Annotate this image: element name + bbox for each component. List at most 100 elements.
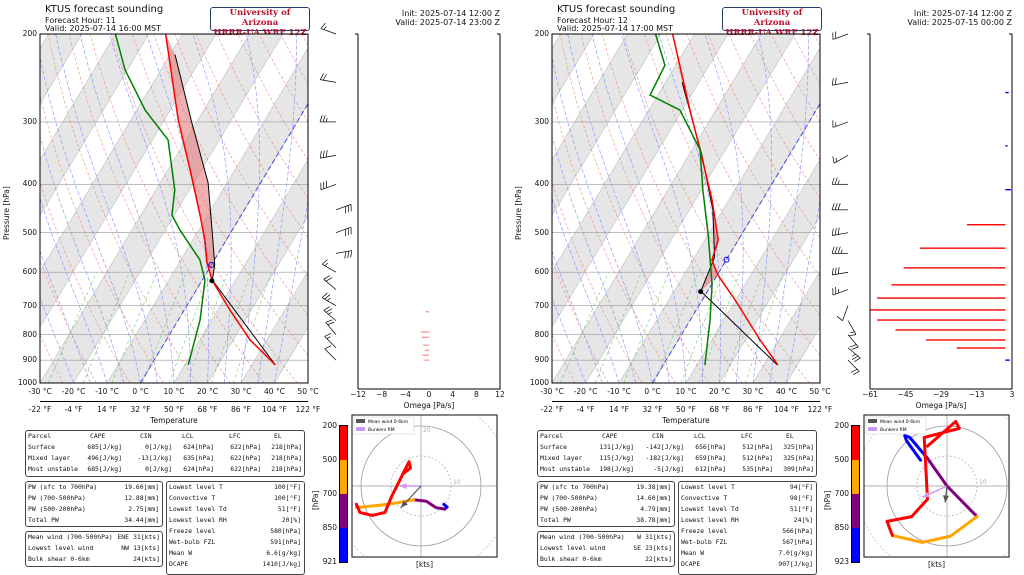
parcel-cell: -142[J/kg] — [645, 443, 684, 451]
pw-label: PW (500-200hPa) — [540, 505, 598, 513]
pw-row: PW (700-500hPa) 12.88[mm] — [26, 493, 162, 504]
parcel-cell: 622[hPa] — [230, 454, 261, 462]
wind-barb — [320, 180, 337, 191]
pressure-tick-label: 700 — [22, 300, 37, 310]
celsius-tick-label: 30 °C — [230, 387, 252, 396]
parcel-cell: 512[hPa] — [742, 443, 773, 451]
pressure-tick-label: 700 — [534, 300, 549, 310]
pw-row: PW (500-200hPa) 2.75[mm] — [26, 504, 162, 515]
freezing-level-marker — [723, 256, 730, 263]
celsius-tick-label: -20 °C — [573, 387, 598, 396]
valid-utc-time: Valid: 2025-07-15 00:00 Z — [907, 18, 1012, 27]
pw-row: Total PW 38.78[mm] — [538, 515, 674, 526]
skewt-plot — [39, 33, 309, 384]
dry-adiabat — [749, 33, 821, 161]
colorbar-segment — [852, 460, 859, 494]
omega-bar — [425, 311, 429, 313]
hodograph-trace — [903, 434, 929, 462]
index-label: Lowest level T — [169, 483, 223, 491]
omega-bar — [1005, 91, 1009, 94]
omega-plot — [355, 33, 501, 390]
parcel-cell: 198[J/kg] — [599, 465, 634, 473]
parcel-cell: LCL — [182, 432, 194, 440]
pw-value: 19.60[mm] — [124, 483, 159, 491]
wind-barb — [832, 287, 849, 296]
celsius-tick-label: 50 °C — [809, 387, 831, 396]
index-label: Freeze level — [169, 527, 216, 535]
omega-bar — [877, 319, 1006, 321]
pw-label: Total PW — [540, 516, 571, 524]
celsius-tick-label: 0 °C — [644, 387, 661, 396]
moist-adiabat — [551, 57, 653, 384]
forecast-hour: Forecast Hour: 12 — [557, 16, 628, 25]
colorbar-label: 923 — [834, 557, 849, 566]
parcel-cell: Parcel — [28, 432, 52, 440]
pw-value: 2.75[mm] — [128, 505, 159, 513]
colorbar-segment — [852, 494, 859, 528]
parcel-cell: LCL — [694, 432, 706, 440]
omega-bar — [966, 224, 1006, 226]
index-value: 51[°F] — [789, 505, 813, 513]
skewt-plot — [551, 33, 821, 384]
parcel-cell: CIN — [652, 432, 664, 440]
parcel-cell: CAPE — [90, 432, 106, 440]
omega-bar — [420, 331, 429, 333]
omega-bar — [422, 354, 429, 356]
index-label: DCAPE — [681, 560, 701, 568]
parcel-cell: 624[hPa] — [183, 465, 214, 473]
chart-title: KTUS forecast sounding — [557, 4, 676, 15]
init-valid-info: Init: 2025-07-14 12:00 Z Valid: 2025-07-1… — [395, 9, 500, 27]
index-row: Mean W 6.6[g/kg] — [167, 548, 304, 559]
parcel-cell: Surface — [28, 443, 55, 451]
university-logo: University of Arizona HRRR-UA WRF 12Z — [210, 7, 310, 38]
colorbar-label: 921 — [322, 557, 337, 566]
parcel-cell: 622[hPa] — [230, 465, 261, 473]
parcel-cell: 535[hPa] — [742, 465, 773, 473]
index-row: Freeze level 566[hPa] — [679, 526, 816, 537]
moist-adiabat — [551, 198, 620, 384]
index-row: Lowest level Td 51[°F] — [167, 504, 304, 515]
init-time: Init: 2025-07-14 12:00 Z — [401, 9, 500, 18]
sounding-panel-fh11: KTUS forecast sounding Forecast Hour: 11 V… — [2, 4, 505, 575]
omega-tick-label: 4 — [450, 390, 456, 399]
wind-barb — [324, 333, 337, 349]
wind-table: Mean wind (700-500hPa) ENE 31[kts] Lowest l… — [25, 531, 163, 567]
dry-adiabat — [792, 33, 821, 84]
pressure-tick-label: 600 — [22, 267, 37, 277]
dry-adiabat — [280, 33, 309, 84]
pw-value: 14.60[mm] — [636, 494, 671, 502]
colorbar-label: 850 — [834, 523, 849, 532]
ring-label: 10 — [453, 479, 461, 486]
parcel-cell: Mixed layer — [540, 454, 583, 462]
parcel-cell: 685[J/kg] — [87, 443, 122, 451]
index-value: 907[J/kg] — [778, 560, 813, 568]
fahrenheit-axis — [40, 401, 308, 402]
parcel-cell: Most unstable — [540, 465, 591, 473]
parcel-table: Parcel CAPE CIN LCL LFC EL Surface 685[J/kg] 0[J… — [25, 430, 305, 477]
freezing-isotherm — [140, 103, 309, 384]
legend-bunkers: Bunkers RM — [368, 427, 395, 433]
pressure-tick-label: 200 — [534, 29, 549, 38]
wind-barb — [335, 250, 353, 259]
wind-label: Lowest level wind — [28, 544, 94, 552]
index-row: Freeze level 580[hPa] — [167, 526, 304, 537]
fahrenheit-tick-label: 86 °F — [231, 405, 251, 414]
index-label: Convective T — [169, 494, 216, 502]
dry-adiabat — [686, 33, 821, 277]
parcel-cell: CAPE — [602, 432, 618, 440]
dry-adiabat — [813, 33, 821, 46]
index-row: DCAPE 1410[J/kg] — [167, 559, 304, 570]
wind-label: Bulk shear 0-6km — [28, 555, 90, 563]
fahrenheit-tick-label: -22 °F — [28, 405, 52, 414]
colorbar-segment — [340, 528, 347, 562]
init-valid-info: Init: 2025-07-14 12:00 Z Valid: 2025-07-1… — [907, 9, 1012, 27]
pw-row: PW (500-200hPa) 4.79[mm] — [538, 504, 674, 515]
parcel-cell: 325[hPa] — [783, 443, 814, 451]
wind-barb — [319, 115, 336, 123]
pressure-tick-label: 1000 — [529, 378, 549, 387]
fahrenheit-tick-label: 32 °F — [642, 405, 663, 414]
parcel-cell: Surface — [540, 443, 567, 451]
hodograph-legend: Mean wind 0-6km Bunkers RM — [865, 416, 927, 435]
moist-adiabat — [551, 297, 586, 384]
valid-utc-time: Valid: 2025-07-14 23:00 Z — [395, 18, 500, 27]
